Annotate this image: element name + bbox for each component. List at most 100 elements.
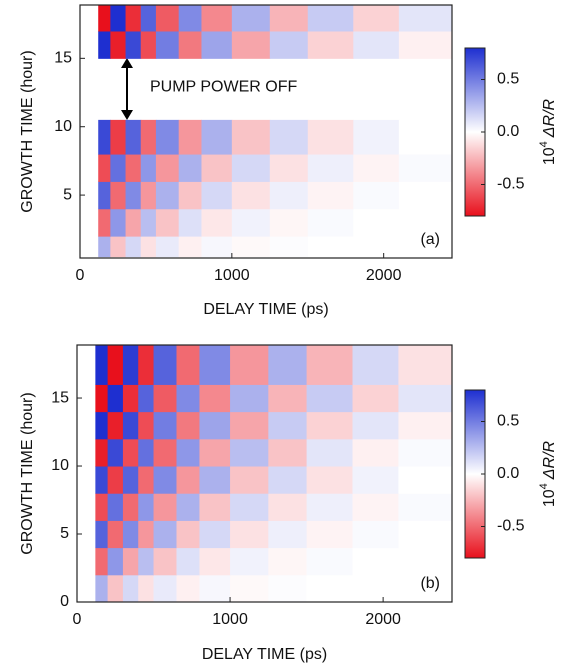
x-tick-label: 2000 xyxy=(366,267,402,284)
heatmap-cell xyxy=(122,438,139,467)
colorbar-label-base: 10 xyxy=(541,147,558,165)
heatmap-cell xyxy=(155,181,180,210)
heatmap-cell xyxy=(398,30,453,59)
heatmap-cell xyxy=(201,181,233,210)
heatmap-cell xyxy=(138,493,155,521)
heatmap-cell xyxy=(352,384,399,413)
heatmap-cell xyxy=(230,547,269,576)
heatmap-cell xyxy=(122,574,139,603)
colorbar-label-quantity: ΔR/R xyxy=(541,98,558,138)
heatmap-cell xyxy=(107,574,124,603)
heatmap-cell xyxy=(176,493,200,521)
heatmap-cell xyxy=(306,574,354,603)
y-tick-label: 10 xyxy=(54,118,72,135)
heatmap-cell xyxy=(231,208,271,237)
x-tick-label: 2000 xyxy=(365,611,401,628)
heatmap-cell xyxy=(110,154,127,182)
heatmap-cell xyxy=(306,520,354,549)
x-tick-label: 1000 xyxy=(214,267,250,284)
heatmap-cell xyxy=(155,5,180,32)
heatmap-cell xyxy=(176,466,200,494)
heatmap-cell xyxy=(352,574,399,603)
heatmap-cell xyxy=(398,466,453,494)
heatmap-cell xyxy=(138,438,155,467)
y-tick-label: 15 xyxy=(54,50,72,67)
heatmap-cell xyxy=(153,345,177,385)
heatmap-cell xyxy=(153,411,177,440)
heatmap-cell xyxy=(153,547,177,576)
heatmap-cell xyxy=(268,493,308,521)
heatmap-cell xyxy=(353,208,400,237)
heatmap-cell xyxy=(125,5,142,32)
heatmap-cell xyxy=(268,411,308,440)
heatmap-cell xyxy=(107,466,124,494)
heatmap-cell xyxy=(95,411,109,440)
heatmap-cell xyxy=(352,466,399,494)
heatmap-cell xyxy=(178,30,202,59)
colorbar-tick-label: 0.0 xyxy=(497,465,519,482)
heatmap-cell xyxy=(230,520,269,549)
heatmap-cell xyxy=(140,30,157,59)
heatmap-cell xyxy=(231,30,271,59)
heatmap-cell xyxy=(307,30,354,59)
heatmap-cell xyxy=(110,236,127,258)
heatmap-cell xyxy=(122,411,139,440)
heatmap-cell xyxy=(201,5,233,32)
heatmap-cell xyxy=(153,466,177,494)
heatmap-cell xyxy=(140,119,157,155)
colorbar-label-exponent: 4 xyxy=(538,141,550,147)
heatmap-cell xyxy=(110,119,127,155)
heatmap-cell xyxy=(199,520,231,549)
heatmap-cell xyxy=(231,119,271,155)
heatmap-cell xyxy=(268,384,308,413)
heatmap-cell xyxy=(201,154,233,182)
heatmap-cell xyxy=(140,5,157,32)
annotation: PUMP POWER OFF xyxy=(150,78,297,95)
heatmap-cell xyxy=(155,119,180,155)
heatmap-cell xyxy=(98,30,111,59)
heatmap-cell xyxy=(107,547,124,576)
heatmap-cell xyxy=(398,493,453,521)
heatmap-cell xyxy=(122,493,139,521)
heatmap-cell xyxy=(95,493,109,521)
colorbar-label-base: 10 xyxy=(541,489,558,507)
heatmap-cell xyxy=(306,547,354,576)
y-axis-label: GROWTH TIME (hour) xyxy=(19,392,36,554)
heatmap-cell xyxy=(153,520,177,549)
heatmap-cell xyxy=(353,5,400,32)
heatmap-cell xyxy=(199,384,231,413)
heatmap-cell xyxy=(306,411,354,440)
heatmap-cell xyxy=(307,5,354,32)
heatmap-cell xyxy=(230,411,269,440)
heatmap-cell xyxy=(199,547,231,576)
heatmap-cell xyxy=(398,438,453,467)
x-axis-label: DELAY TIME (ps) xyxy=(203,301,328,318)
heatmap-cell xyxy=(140,181,157,210)
heatmap-cell xyxy=(107,345,124,385)
heatmap-cell xyxy=(95,547,109,576)
y-tick-label: 0 xyxy=(60,593,69,610)
heatmap-cell xyxy=(268,520,308,549)
heatmap-cell xyxy=(122,466,139,494)
heatmap-cell xyxy=(95,438,109,467)
heatmap-cell xyxy=(107,438,124,467)
heatmap-cell xyxy=(398,547,453,576)
colorbar-label: 104 ΔR/R xyxy=(538,98,558,165)
heatmap-cell xyxy=(398,411,453,440)
heatmap-cell xyxy=(122,384,139,413)
heatmap-cell xyxy=(352,493,399,521)
heatmap-cell xyxy=(307,154,354,182)
heatmap-cell xyxy=(125,119,142,155)
heatmap-cell xyxy=(353,236,400,258)
x-tick-label: 0 xyxy=(73,611,82,628)
heatmap-cell xyxy=(178,181,202,210)
heatmap-cell xyxy=(306,384,354,413)
heatmap-cell xyxy=(398,119,453,155)
heatmap-cell xyxy=(125,181,142,210)
heatmap-cell xyxy=(178,236,202,258)
heatmap-cell xyxy=(122,520,139,549)
heatmap-cell xyxy=(140,208,157,237)
heatmap-cell xyxy=(199,466,231,494)
heatmap-cell xyxy=(230,438,269,467)
